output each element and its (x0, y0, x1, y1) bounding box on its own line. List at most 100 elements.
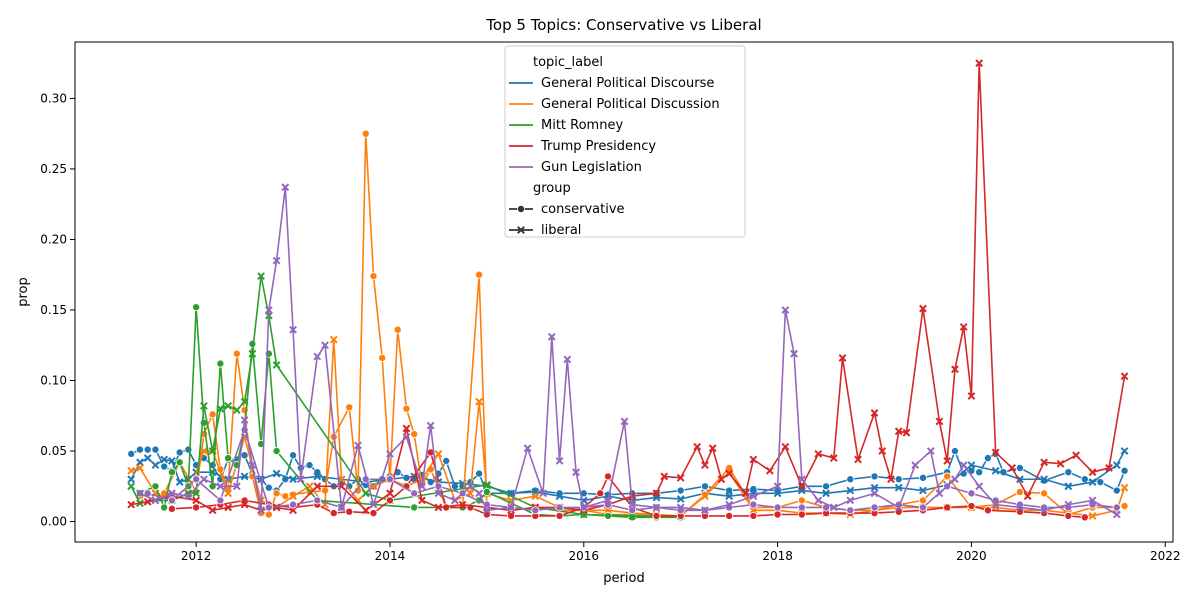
data-point (983, 506, 992, 515)
data-point (240, 416, 249, 424)
data-point (127, 482, 136, 491)
data-point (604, 472, 613, 481)
data-point (248, 461, 257, 470)
data-point (264, 306, 273, 314)
series-layer (127, 59, 1129, 522)
data-point (127, 449, 136, 458)
data-point (175, 448, 184, 457)
data-point (151, 482, 160, 491)
data-point (1080, 513, 1089, 522)
data-point (604, 496, 612, 505)
data-point (313, 496, 322, 505)
data-point (240, 472, 249, 481)
data-point (167, 496, 176, 505)
data-point (199, 447, 208, 455)
data-point (555, 456, 564, 465)
data-point (369, 272, 378, 281)
data-point (434, 489, 443, 498)
data-point (943, 472, 952, 481)
data-point (797, 482, 806, 491)
data-point (539, 489, 547, 498)
data-point (967, 502, 976, 511)
data-point (975, 468, 984, 477)
data-point (749, 455, 758, 464)
data-point (168, 489, 176, 498)
data-point (127, 475, 136, 484)
data-point (313, 482, 322, 491)
data-point (894, 427, 903, 436)
data-point (1120, 466, 1129, 475)
data-point (797, 503, 806, 512)
data-point (652, 511, 661, 520)
data-point (151, 496, 160, 505)
data-point (1120, 502, 1129, 511)
data-point (749, 492, 758, 501)
data-point (1088, 511, 1097, 520)
data-point (967, 392, 976, 400)
data-point (475, 469, 484, 478)
data-point (272, 256, 281, 265)
data-point (628, 500, 637, 509)
data-point (838, 354, 847, 362)
data-point (950, 447, 959, 456)
data-point (313, 472, 322, 481)
data-point (1080, 475, 1089, 484)
data-point (749, 500, 758, 509)
data-point (555, 511, 564, 520)
data-point (264, 483, 273, 492)
data-point (192, 503, 201, 512)
data-point (870, 409, 879, 417)
data-point (951, 475, 959, 484)
data-point (458, 500, 467, 509)
data-point (127, 500, 136, 509)
data-point (918, 496, 927, 505)
data-point (167, 504, 176, 513)
y-tick-label: 0.25 (40, 162, 67, 176)
data-point (385, 496, 394, 505)
data-point (790, 349, 798, 358)
data-point (555, 503, 564, 512)
data-point (878, 447, 887, 455)
data-point (1023, 492, 1032, 501)
data-point (296, 475, 305, 484)
data-point (160, 462, 169, 471)
data-point (894, 503, 903, 512)
data-point (264, 503, 273, 512)
data-point (894, 483, 903, 492)
data-point (386, 489, 394, 498)
y-tick-label: 0.05 (40, 444, 67, 458)
data-point (652, 489, 661, 498)
data-point (1064, 511, 1073, 520)
data-point (1064, 468, 1073, 477)
data-point (918, 503, 927, 512)
data-point (918, 473, 927, 482)
data-point (563, 355, 572, 364)
data-point (700, 482, 709, 491)
data-point (943, 503, 952, 512)
data-point (846, 496, 855, 505)
data-point (797, 475, 806, 484)
legend-label-general-political-discussion: General Political Discussion (541, 97, 720, 112)
data-point (450, 496, 459, 505)
data-point (442, 456, 451, 465)
data-point (345, 403, 354, 412)
y-tick-label: 0.20 (40, 232, 67, 246)
data-point (192, 475, 201, 484)
data-point (991, 448, 1000, 457)
data-point (1112, 510, 1121, 519)
data-point (410, 430, 419, 439)
data-point (1015, 463, 1024, 472)
data-point (168, 456, 176, 465)
data-point (240, 500, 249, 509)
data-point (676, 473, 685, 482)
data-point (410, 503, 419, 512)
data-point (959, 323, 968, 331)
data-point (781, 306, 790, 314)
data-point (289, 451, 298, 460)
data-point (257, 272, 265, 281)
data-point (208, 506, 217, 515)
data-point (216, 482, 225, 491)
data-point (1040, 489, 1049, 498)
